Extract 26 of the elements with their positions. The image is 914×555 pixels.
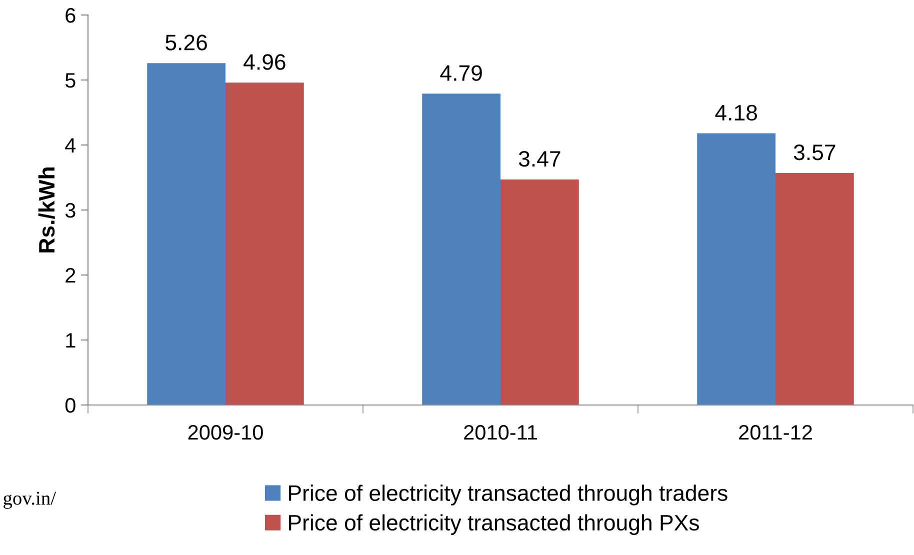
text: gov.in/ bbox=[4, 492, 56, 509]
y-tick-label: 4 bbox=[65, 138, 76, 153]
bar bbox=[422, 94, 500, 405]
data-label: 4.18 bbox=[715, 104, 757, 121]
y-tick-label: 6 bbox=[66, 8, 76, 23]
data-label: 4.79 bbox=[440, 65, 482, 81]
x-tick-label: 2009-10 bbox=[188, 424, 263, 440]
y-tick-label: 0 bbox=[65, 398, 76, 413]
bar bbox=[776, 172, 854, 405]
data-label: 3.57 bbox=[794, 144, 836, 160]
y-tick-label: 1 bbox=[66, 333, 76, 348]
data-label: 3.47 bbox=[518, 150, 560, 167]
data-label: 4.96 bbox=[244, 54, 286, 70]
legend-label: Price of electricity transacted through traders bbox=[289, 484, 728, 506]
y-tick-label: 5 bbox=[65, 73, 76, 88]
y-axis-title: Rs./kWh bbox=[38, 168, 55, 252]
x-tick-label: 2011-12 bbox=[739, 424, 812, 440]
bar bbox=[500, 179, 579, 405]
legend-label: Price of electricity transacted through PXs bbox=[289, 514, 699, 535]
y-tick-label: 3 bbox=[65, 203, 76, 218]
bar bbox=[226, 82, 304, 405]
y-tick-label: 2 bbox=[66, 268, 76, 283]
bar bbox=[147, 63, 226, 405]
bar bbox=[697, 133, 776, 405]
data-label: 5.26 bbox=[166, 34, 207, 50]
x-tick-label: 2010-11 bbox=[464, 424, 537, 440]
